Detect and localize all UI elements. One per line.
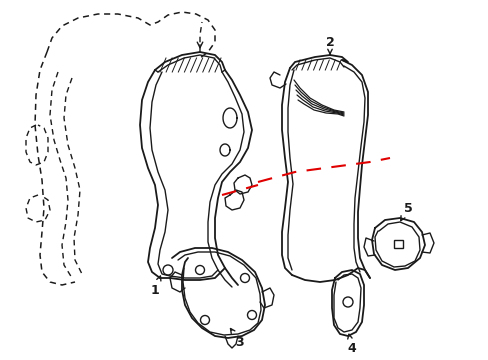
Text: 4: 4 xyxy=(347,334,356,355)
Text: 5: 5 xyxy=(400,202,411,221)
Text: 2: 2 xyxy=(325,36,334,54)
Text: 1: 1 xyxy=(150,276,161,297)
Text: 3: 3 xyxy=(230,329,244,348)
Bar xyxy=(393,240,402,248)
